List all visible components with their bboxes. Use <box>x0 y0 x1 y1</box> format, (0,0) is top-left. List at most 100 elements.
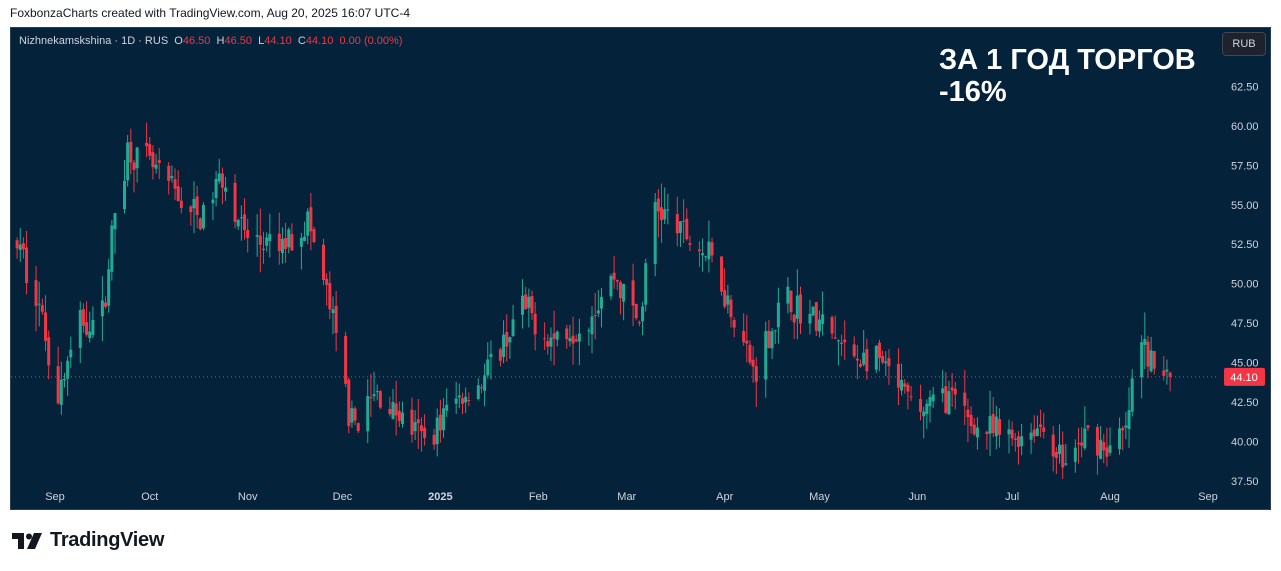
candle-body <box>21 243 25 250</box>
candle-body <box>110 225 114 272</box>
candle-body <box>479 387 483 389</box>
candle-body <box>1054 451 1058 459</box>
x-tick-label: Sep <box>1198 491 1218 503</box>
high-value: 46.50 <box>224 35 252 47</box>
candle-body <box>909 396 913 398</box>
candle-body <box>609 275 613 297</box>
candle-body <box>925 403 929 415</box>
candle-body <box>552 333 556 339</box>
candle-body <box>751 359 755 367</box>
candle-body <box>985 431 989 435</box>
candle-body <box>81 309 85 326</box>
candle-body <box>445 404 449 411</box>
candle-body <box>1007 429 1011 435</box>
candle-body <box>1061 444 1065 468</box>
candle-body <box>460 398 464 404</box>
candle-body <box>795 295 799 319</box>
y-tick-label: 60.00 <box>1231 121 1259 133</box>
candle-body <box>331 309 335 314</box>
tradingview-logo[interactable]: TradingView <box>12 529 164 552</box>
candle-body <box>1124 425 1128 428</box>
candle-body <box>107 269 111 306</box>
candle-body <box>969 414 973 427</box>
candle-body <box>91 320 95 335</box>
low-label: L <box>258 35 265 47</box>
candle-body <box>1105 447 1109 457</box>
candle-body <box>309 207 313 232</box>
candle-body <box>1051 434 1055 457</box>
candle-body <box>1165 369 1169 372</box>
candle-body <box>69 349 73 358</box>
candle-body <box>953 388 957 395</box>
y-tick-label: 52.50 <box>1231 239 1259 251</box>
candle-body <box>855 358 859 361</box>
candle-body <box>312 229 316 243</box>
chart-annotation: ЗА 1 ГОД ТОРГОВ -16% <box>939 44 1196 108</box>
candle-body <box>148 144 152 156</box>
candle-body <box>419 425 423 432</box>
candle-body <box>268 234 272 242</box>
candle-body <box>258 235 262 245</box>
candle-body <box>830 317 834 334</box>
candle-body <box>726 295 730 305</box>
candle-body <box>565 328 569 340</box>
x-tick-label: 2025 <box>428 491 452 503</box>
candle-body <box>533 313 537 335</box>
candle-body <box>198 218 202 230</box>
candle-body <box>840 342 844 345</box>
candle-body <box>378 391 382 408</box>
candle-body <box>328 283 332 310</box>
y-tick-label: 37.50 <box>1231 476 1259 488</box>
candle-body <box>587 330 591 332</box>
last-price-label: 44.10 <box>1230 372 1258 384</box>
candlestick-chart[interactable]: 65.0062.5060.0057.5055.0052.5050.0047.50… <box>11 28 1272 511</box>
candle-body <box>701 253 705 256</box>
x-tick-label: Apr <box>716 491 733 503</box>
candle-body <box>527 296 531 308</box>
candle-body <box>821 314 825 324</box>
candle-body <box>435 417 439 444</box>
candle-body <box>622 284 626 302</box>
annotation-line-1: ЗА 1 ГОД ТОРГОВ <box>939 44 1196 76</box>
candle-body <box>280 238 284 254</box>
candle-body <box>1035 428 1039 437</box>
candle-body <box>811 306 815 316</box>
symbol-name[interactable]: Nizhnekamskshina · 1D · RUS <box>19 35 169 47</box>
candle-body <box>682 220 686 222</box>
candle-body <box>78 310 82 348</box>
candle-body <box>353 408 357 421</box>
x-tick-label: May <box>809 491 830 503</box>
candle-body <box>15 240 19 249</box>
candle-body <box>1013 438 1017 440</box>
candle-body <box>122 180 126 210</box>
x-tick-label: Sep <box>45 491 65 503</box>
candle-body <box>1140 342 1144 378</box>
candle-body <box>814 302 818 331</box>
candle-body <box>704 256 708 258</box>
candle-body <box>454 398 458 404</box>
candle-body <box>685 218 689 240</box>
candle-body <box>1016 436 1020 447</box>
chart-panel[interactable]: 65.0062.5060.0057.5055.0052.5050.0047.50… <box>10 27 1271 510</box>
candle-body <box>154 164 158 169</box>
candle-body <box>211 199 215 204</box>
candle-body <box>530 296 534 314</box>
candle-body <box>220 173 224 188</box>
candle-body <box>388 409 392 415</box>
candle-body <box>615 279 619 282</box>
x-tick-label: Mar <box>617 491 636 503</box>
currency-button[interactable]: RUB <box>1222 32 1266 56</box>
candle-body <box>896 364 900 388</box>
candle-body <box>1010 429 1014 439</box>
candle-body <box>457 395 461 398</box>
candle-body <box>568 338 572 342</box>
candle-body <box>732 320 736 328</box>
candle-body <box>675 214 679 234</box>
candle-body <box>176 186 180 202</box>
candle-body <box>571 335 575 344</box>
open-value: 46.50 <box>182 35 211 47</box>
candle-body <box>1143 338 1147 345</box>
candle-body <box>653 201 657 265</box>
candle-body <box>394 403 398 416</box>
symbol-legend: Nizhnekamskshina · 1D · RUS O46.50 H46.5… <box>19 35 402 47</box>
